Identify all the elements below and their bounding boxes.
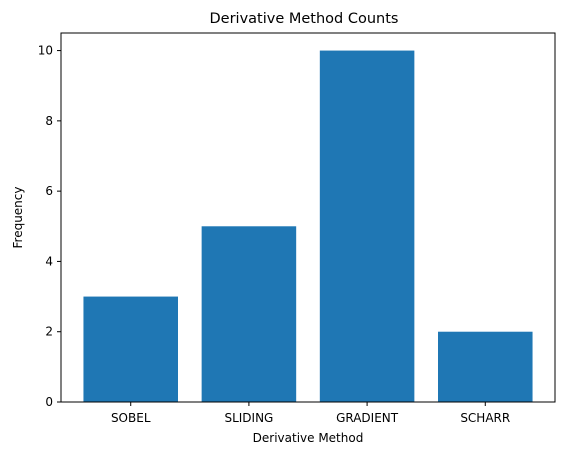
y-tick-label: 0 xyxy=(45,395,53,409)
bar-gradient xyxy=(319,50,415,402)
bars-group xyxy=(83,50,533,402)
x-axis-label: Derivative Method xyxy=(253,431,364,445)
x-tick-label: SOBEL xyxy=(111,411,151,425)
bar-sliding xyxy=(201,226,297,402)
axes-frame xyxy=(60,32,556,403)
x-tick-label: GRADIENT xyxy=(336,411,399,425)
chart-title: Derivative Method Counts xyxy=(210,11,399,27)
y-tick-label: 2 xyxy=(45,325,53,339)
y-tick-label: 4 xyxy=(45,254,53,268)
y-tick-label: 10 xyxy=(38,44,53,58)
y-axis-ticks: 0 2 4 6 8 10 xyxy=(38,44,61,409)
x-tick-label: SLIDING xyxy=(224,411,273,425)
y-axis-label: Frequency xyxy=(11,187,25,249)
plot-area: 0 2 4 6 8 10 SOBEL SLIDING GRADIENT SCHARR xyxy=(38,32,556,425)
x-tick-label: SCHARR xyxy=(460,411,510,425)
y-tick-label: 8 xyxy=(45,114,53,128)
bar-sobel xyxy=(83,296,178,402)
bar-scharr xyxy=(438,331,533,402)
x-axis-ticks: SOBEL SLIDING GRADIENT SCHARR xyxy=(111,402,510,425)
y-tick-label: 6 xyxy=(45,184,53,198)
